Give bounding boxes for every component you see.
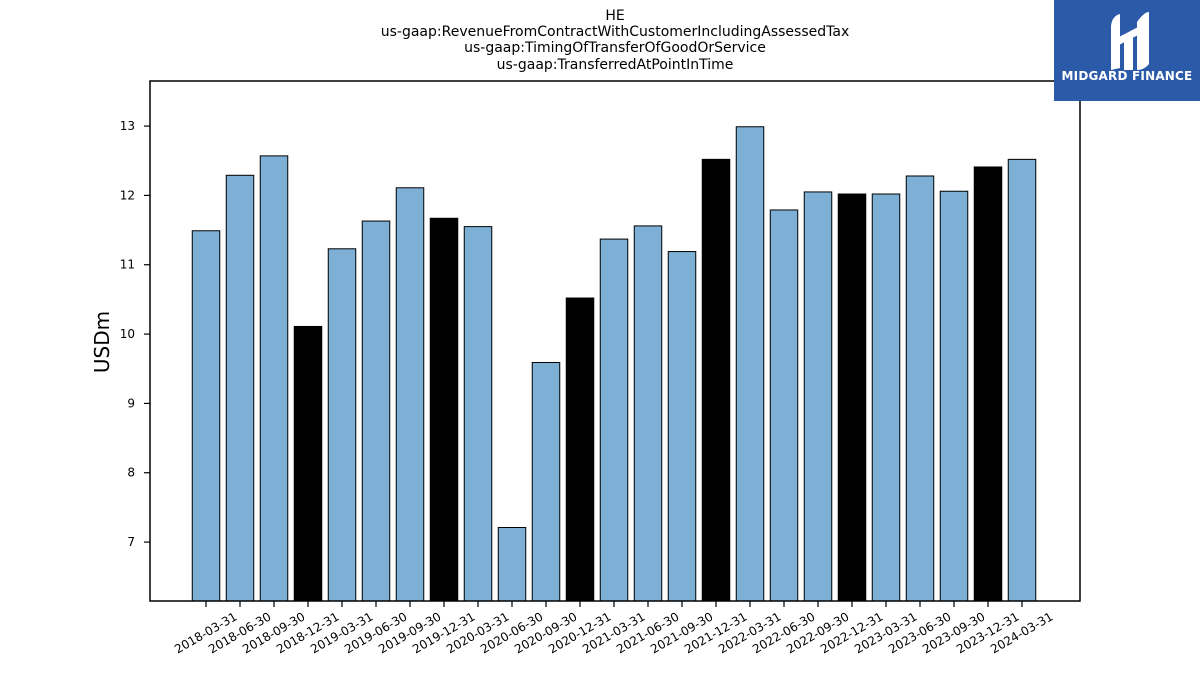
y-tick-label: 12	[120, 188, 135, 202]
bar	[633, 225, 663, 602]
logo-mark-icon	[1111, 12, 1149, 70]
bar	[701, 158, 731, 602]
bar	[565, 297, 595, 602]
y-tick-label: 11	[120, 258, 135, 272]
bar	[769, 209, 799, 602]
y-axis-ticks: 7 8 9 10 11 12 13	[120, 119, 150, 549]
logo-text: MIDGARD FINANCE	[1061, 69, 1193, 83]
y-tick-label: 10	[120, 327, 135, 341]
bar	[939, 190, 969, 602]
x-axis-ticks: 2018-03-312018-06-302018-09-302018-12-31…	[172, 601, 1056, 656]
chart-title: HE us-gaap:RevenueFromContractWithCustom…	[381, 8, 850, 73]
bar	[905, 175, 935, 602]
bar	[225, 174, 255, 602]
bars-group	[191, 126, 1037, 602]
chart-title-line: us-gaap:TimingOfTransferOfGoodOrService	[464, 40, 766, 56]
bar	[599, 238, 629, 602]
bar	[259, 155, 289, 602]
y-axis-label: USDm	[90, 311, 114, 373]
bar	[293, 325, 323, 602]
bar	[667, 251, 697, 602]
y-tick-label: 9	[127, 396, 135, 410]
y-tick-label: 13	[120, 119, 135, 133]
chart-title-line: us-gaap:TransferredAtPointInTime	[497, 57, 734, 73]
plot-frame	[149, 80, 1081, 602]
bar	[463, 226, 493, 602]
chart-title-line: us-gaap:RevenueFromContractWithCustomerI…	[381, 24, 850, 40]
midgard-finance-logo: MIDGARD FINANCE	[1054, 0, 1200, 101]
bar	[735, 126, 765, 602]
y-tick-label: 8	[127, 466, 135, 480]
chart-title-line: HE	[605, 8, 624, 24]
bar	[531, 361, 561, 602]
bar	[497, 527, 527, 602]
bar	[973, 166, 1003, 602]
bar	[803, 191, 833, 602]
bar	[837, 193, 867, 602]
bar	[361, 220, 391, 602]
y-tick-label: 7	[127, 535, 135, 549]
bar	[429, 217, 459, 602]
bar	[871, 193, 901, 602]
bar	[395, 187, 425, 602]
bar	[1007, 158, 1037, 602]
bar	[327, 248, 357, 602]
bar	[191, 230, 221, 602]
